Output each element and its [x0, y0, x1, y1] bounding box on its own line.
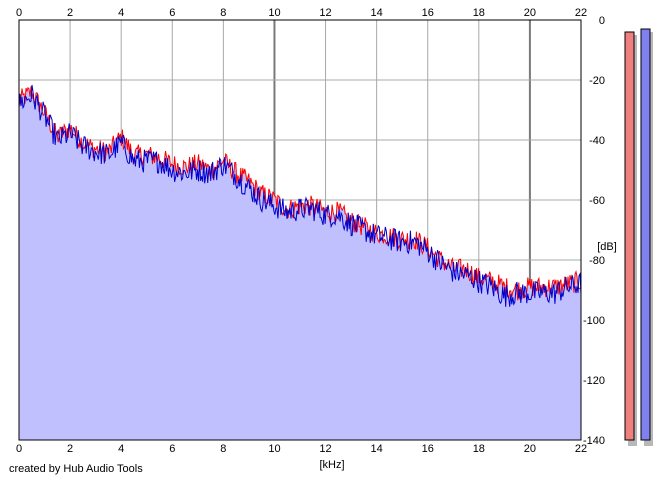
x-tick-label-top: 22 — [575, 7, 587, 19]
series-lines — [18, 84, 582, 307]
y-tick-label: -60 — [589, 195, 605, 207]
credit-text: created by Hub Audio Tools — [9, 463, 143, 475]
y-tick-label: -20 — [589, 75, 605, 87]
x-tick-label-top: 6 — [169, 7, 175, 19]
x-tick-label-top: 14 — [371, 7, 383, 19]
x-tick-label-bottom: 16 — [422, 443, 434, 455]
level-meter-bar — [640, 28, 651, 441]
x-tick-label-bottom: 12 — [319, 443, 331, 455]
plot-border — [18, 19, 582, 441]
x-tick-label-bottom: 8 — [220, 443, 226, 455]
x-tick-label-bottom: 14 — [371, 443, 383, 455]
x-tick-label-top: 16 — [422, 7, 434, 19]
x-tick-label-bottom: 4 — [118, 443, 124, 455]
y-tick-label: -80 — [589, 255, 605, 267]
level-meter-bar — [624, 31, 635, 441]
series-line-red — [18, 86, 582, 301]
x-tick-label-bottom: 0 — [16, 443, 22, 455]
y-axis-label: [dB] — [597, 241, 617, 253]
x-tick-label-top: 4 — [118, 7, 124, 19]
x-tick-label-bottom: 6 — [169, 443, 175, 455]
spectrum-fill-area — [19, 86, 581, 441]
x-axis-label: [kHz] — [319, 459, 344, 471]
x-tick-label-bottom: 2 — [67, 443, 73, 455]
y-tick-label: -40 — [589, 135, 605, 147]
y-tick-label: -120 — [583, 375, 605, 387]
x-tick-label-bottom: 18 — [473, 443, 485, 455]
level-meters — [624, 28, 653, 446]
y-tick-label: -100 — [583, 315, 605, 327]
x-tick-label-top: 12 — [319, 7, 331, 19]
x-tick-label-top: 20 — [524, 7, 536, 19]
x-tick-label-top: 0 — [16, 7, 22, 19]
y-axis-ticks: 0 -20 -40 -60 -80 -100 -120 -140 — [583, 15, 605, 447]
x-tick-label-bottom: 20 — [524, 443, 536, 455]
y-tick-label: -140 — [583, 435, 605, 447]
x-tick-label-bottom: 10 — [268, 443, 280, 455]
series-line-blue — [18, 84, 582, 307]
x-tick-label-top: 2 — [67, 7, 73, 19]
x-tick-label-bottom: 22 — [575, 443, 587, 455]
spectrum-fill — [19, 86, 581, 441]
x-tick-label-top: 18 — [473, 7, 485, 19]
x-tick-label-top: 10 — [268, 7, 280, 19]
y-tick-label: 0 — [599, 15, 605, 27]
x-tick-label-top: 8 — [220, 7, 226, 19]
